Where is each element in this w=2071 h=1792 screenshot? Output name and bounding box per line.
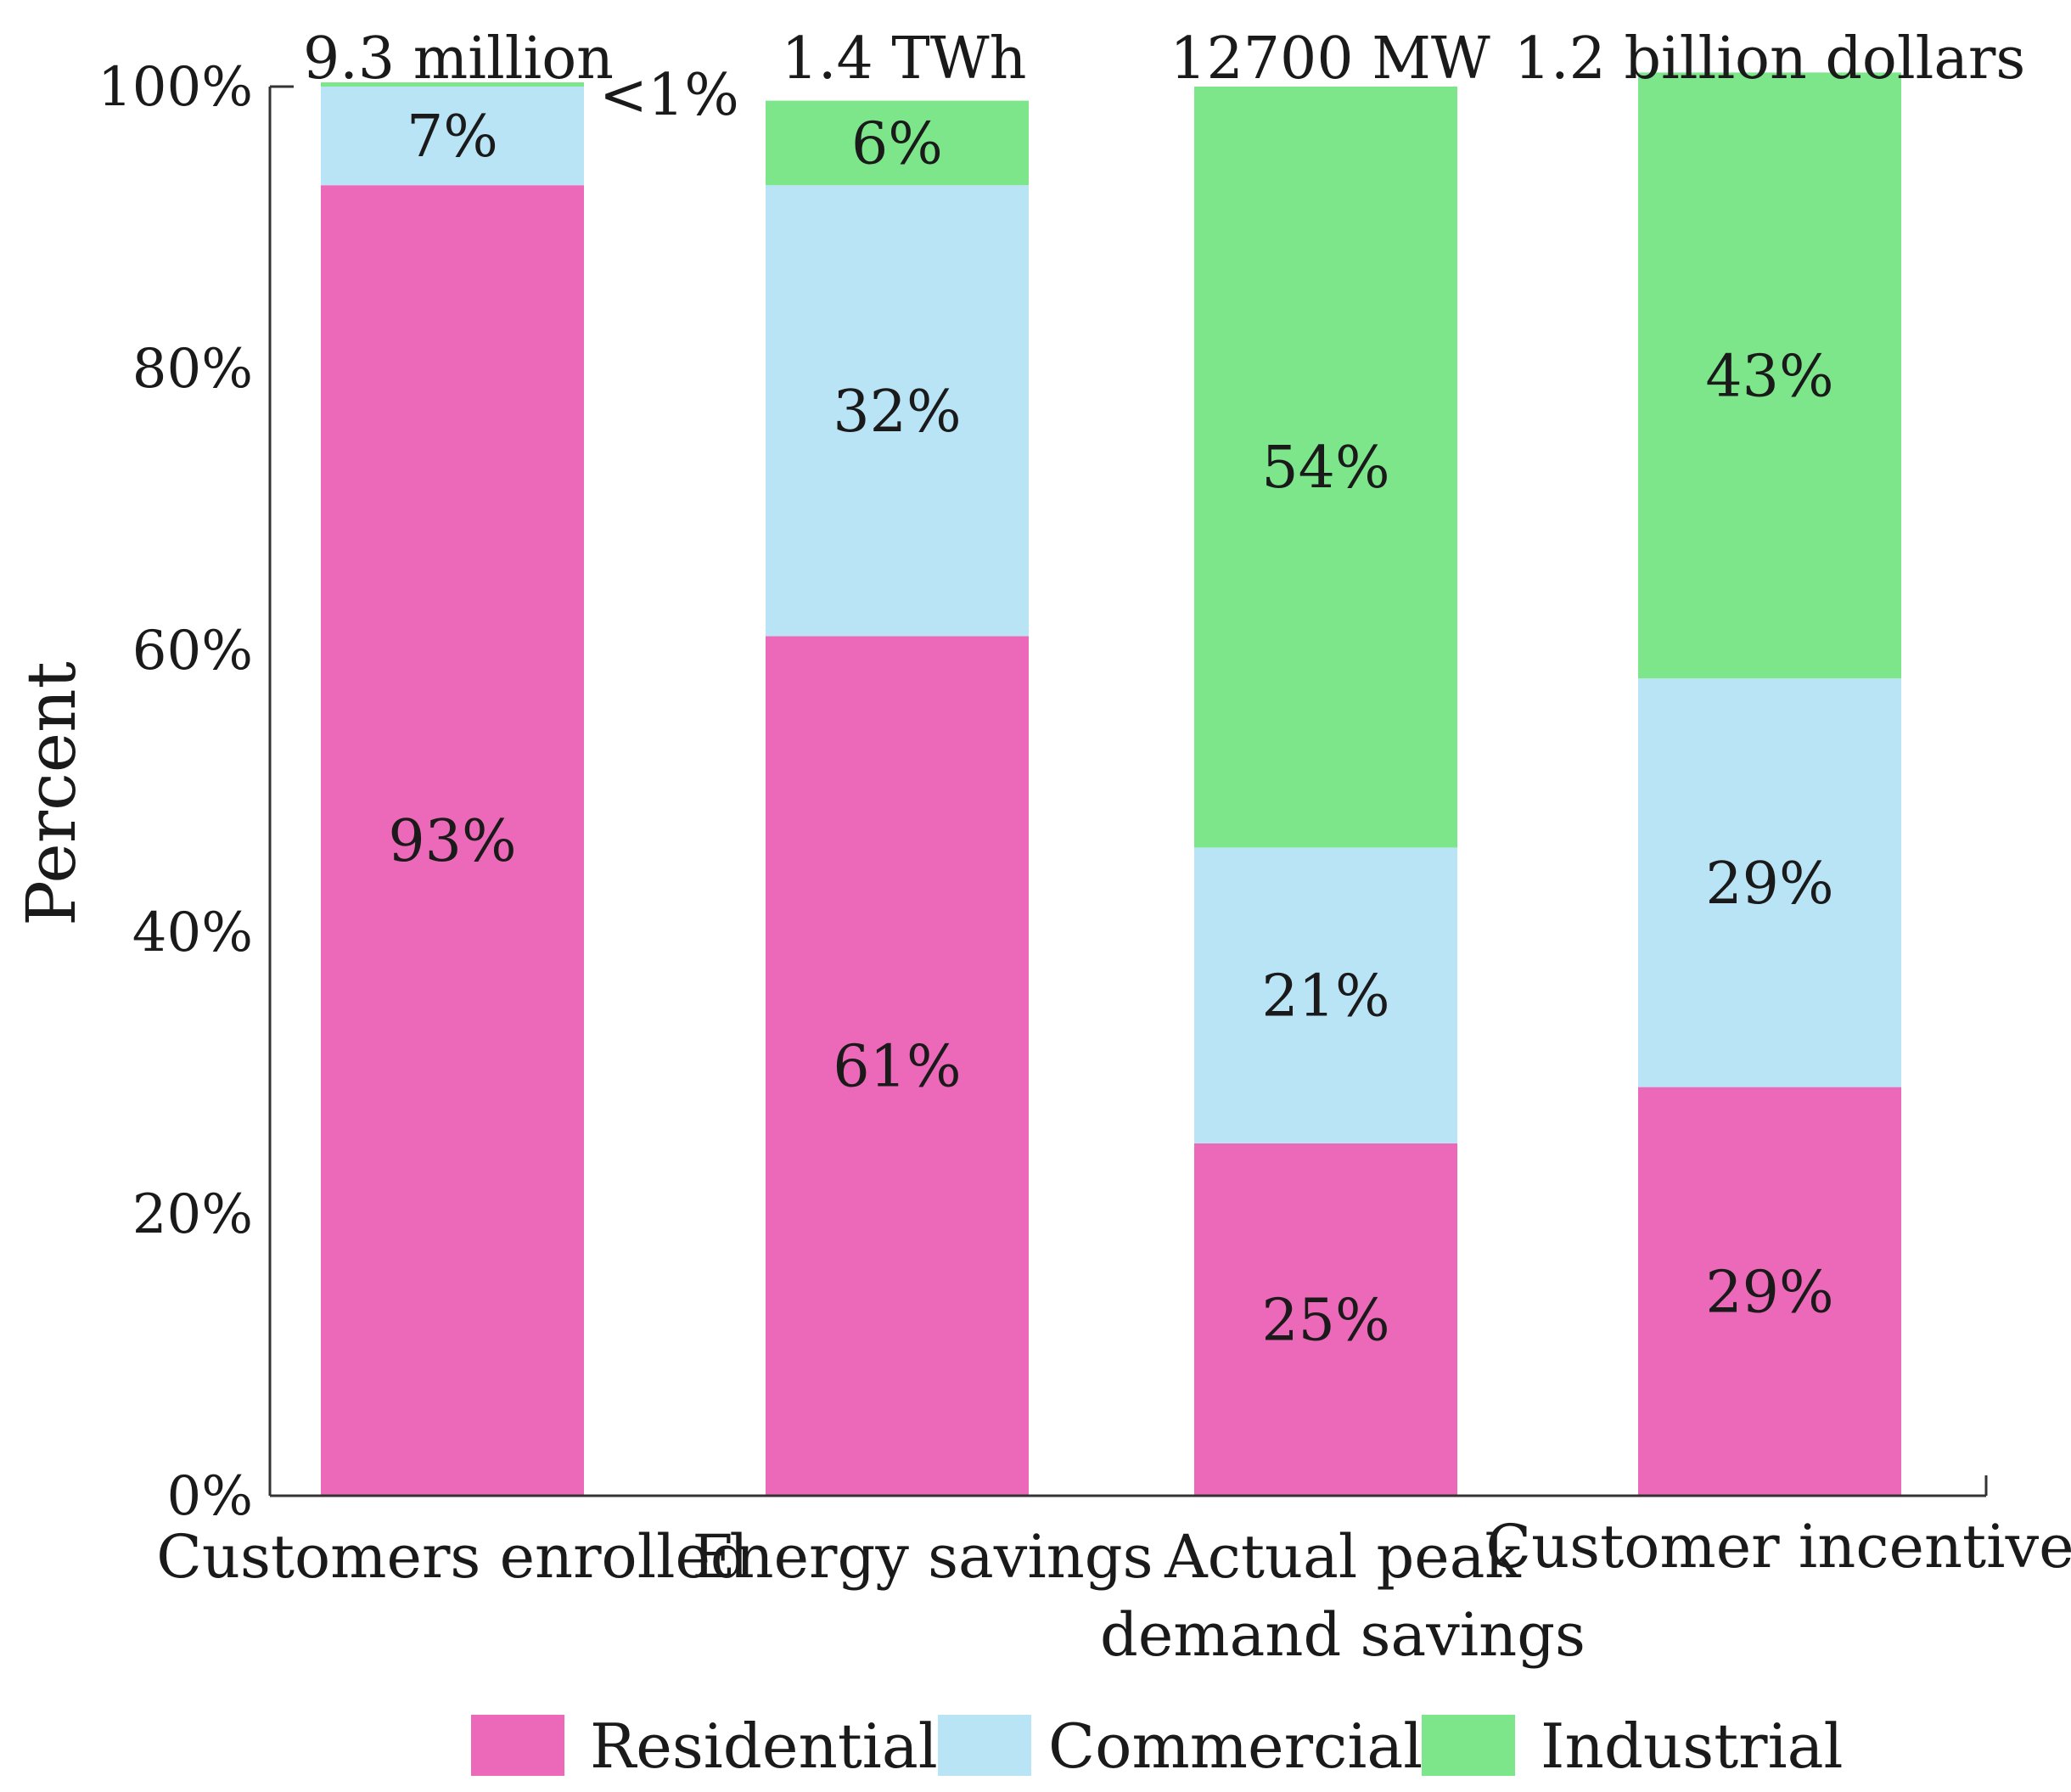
legend-swatch [471,1715,564,1776]
y-tick-label: 80% [132,338,253,401]
x-category-label: Actual peak [1164,1522,1521,1592]
segment-value-label: 54% [1261,435,1389,502]
bar-residential-0 [321,185,584,1497]
bar-total-label: 9.3 million [303,25,614,93]
x-category-label: Customer incentives [1486,1512,2071,1581]
y-tick-label: 40% [132,902,253,964]
segment-value-label: 6% [851,110,943,177]
legend-label: Commercial; [1048,1711,1444,1782]
bar-total-label: 12700 MW [1170,25,1490,93]
segment-value-label: 29% [1705,1259,1833,1326]
bar-industrial-2 [1194,87,1457,848]
segment-value-label: 21% [1261,963,1389,1031]
segment-value-label: <1% [599,62,739,129]
bar-residential-3 [1638,1087,1901,1496]
bar-residential-2 [1194,1143,1457,1496]
y-tick-label: 60% [132,620,253,683]
y-tick-label: 20% [132,1183,253,1246]
x-category-label: Customers enrolled [156,1522,748,1592]
bar-residential-1 [766,636,1029,1496]
segment-value-label: 32% [833,379,961,446]
legend-label: Residential; [590,1711,958,1782]
axes-layer: 0% 20% 40% 60% 80% 100% [98,56,1988,1528]
x-category-label: Energy savings [692,1522,1153,1592]
bar-commercial-3 [1638,678,1901,1087]
segment-value-label: 43% [1705,343,1833,410]
segment-value-label: 29% [1705,851,1833,918]
x-category-label: demand savings [1100,1600,1586,1670]
y-tick-label: 0% [166,1465,253,1528]
legend-swatch [938,1715,1031,1776]
segment-value-label: 7% [407,104,498,171]
legend: Residential; Commercial; Industrial [471,1711,1844,1782]
bar-commercial-2 [1194,847,1457,1143]
bar-total-label: 1.2 billion dollars [1514,25,2026,93]
legend-swatch [1422,1715,1515,1776]
y-axis-label: Percent [12,661,91,926]
segment-value-label: 25% [1261,1288,1389,1355]
segment-value-label: 61% [833,1034,961,1101]
legend-label: Industrial [1541,1711,1844,1782]
bar-total-label: 1.4 TWh [782,25,1027,93]
bar-industrial-0 [321,82,584,87]
bar-industrial-3 [1638,72,1901,679]
bars-layer [321,72,1901,1497]
bar-commercial-1 [766,185,1029,637]
segment-value-label: 93% [388,808,516,875]
bar-commercial-0 [321,87,584,186]
y-tick-label: 100% [98,56,253,119]
bar-industrial-1 [766,100,1029,186]
